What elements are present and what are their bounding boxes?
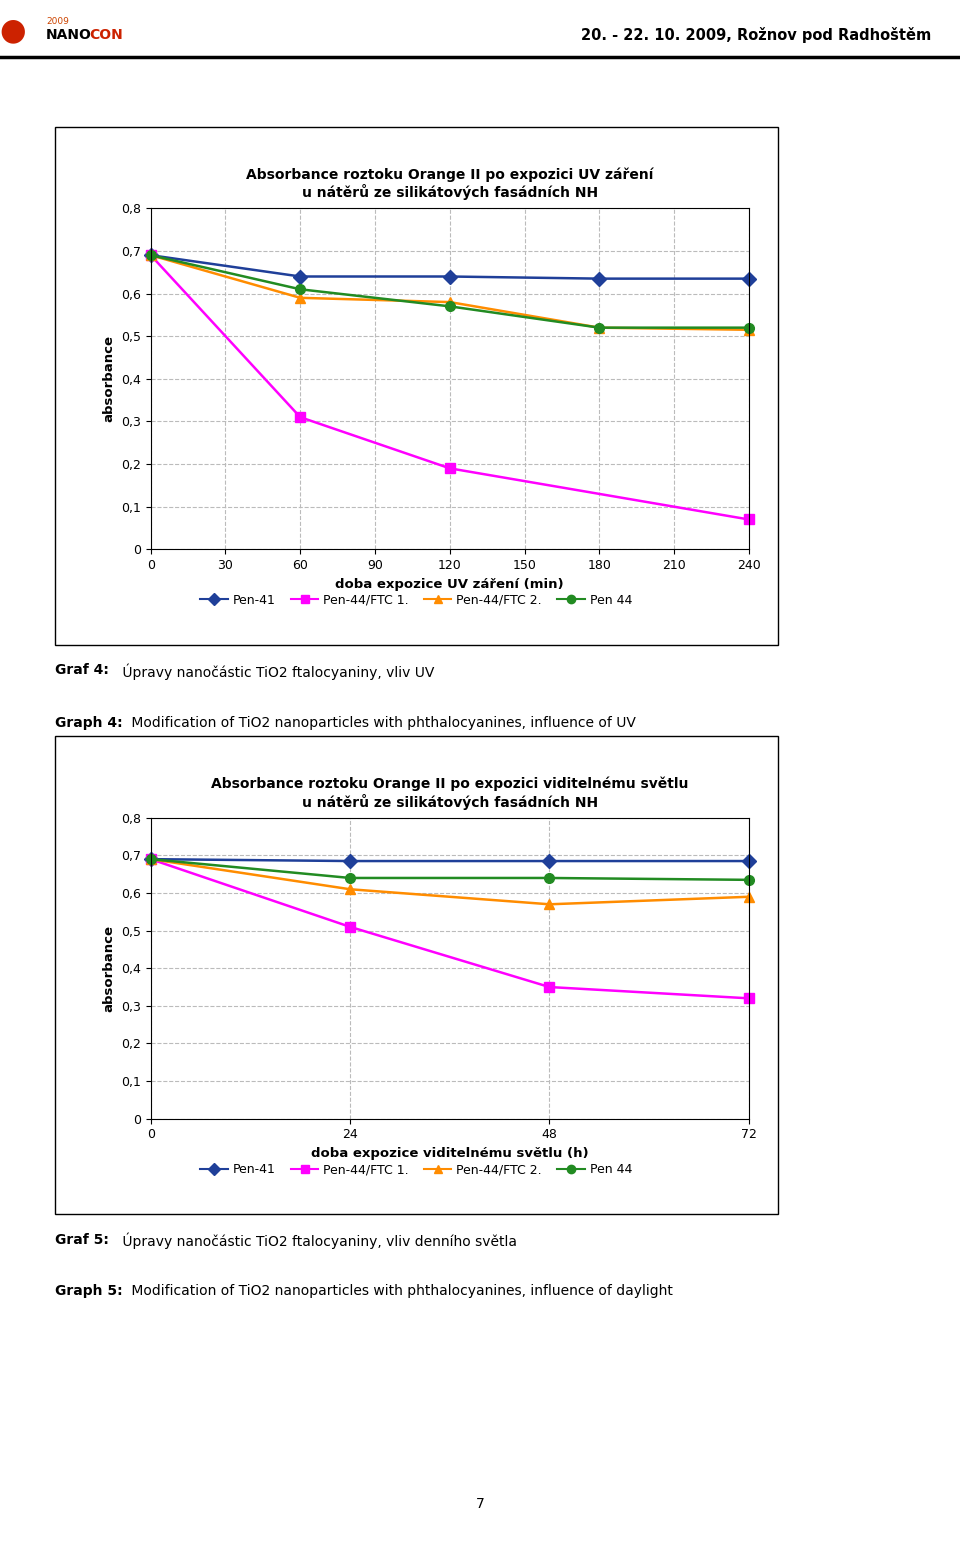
Pen 44 — [345, 869, 356, 887]
Text: Modification of TiO2 nanoparticles with phthalocyanines, influence of daylight: Modification of TiO2 nanoparticles with … — [127, 1284, 673, 1298]
Pen-44/FTC 2. — [145, 850, 156, 869]
Pen-44/FTC 1. — [543, 978, 555, 997]
Text: 2009: 2009 — [46, 17, 69, 26]
Line: Pen-44/FTC 2.: Pen-44/FTC 2. — [146, 250, 754, 335]
X-axis label: doba expozice UV záření (min): doba expozice UV záření (min) — [335, 577, 564, 591]
Pen-44/FTC 1. — [345, 918, 356, 937]
Pen-44/FTC 2. — [295, 289, 306, 307]
Text: Graph 4:: Graph 4: — [55, 716, 122, 730]
Pen-44/FTC 1. — [145, 245, 156, 264]
Legend: Pen-41, Pen-44/FTC 1., Pen-44/FTC 2., Pen 44: Pen-41, Pen-44/FTC 1., Pen-44/FTC 2., Pe… — [196, 1159, 636, 1180]
Pen 44 — [593, 318, 605, 336]
Pen-44/FTC 1. — [743, 511, 755, 529]
Pen 44 — [444, 298, 455, 316]
Text: NANO: NANO — [46, 28, 92, 43]
Pen-44/FTC 2. — [345, 880, 356, 898]
Y-axis label: absorbance: absorbance — [103, 924, 115, 1012]
Pen-41 — [543, 852, 555, 870]
Line: Pen-41: Pen-41 — [146, 855, 754, 866]
Text: 7: 7 — [475, 1497, 485, 1512]
Pen-41 — [444, 267, 455, 285]
Text: Graph 5:: Graph 5: — [55, 1284, 122, 1298]
Text: Úpravy nanočástic TiO2 ftalocyaniny, vliv denního světla: Úpravy nanočástic TiO2 ftalocyaniny, vli… — [118, 1233, 517, 1250]
Pen-41 — [345, 852, 356, 870]
X-axis label: doba expozice viditelnému světlu (h): doba expozice viditelnému světlu (h) — [311, 1146, 588, 1160]
Pen 44 — [145, 850, 156, 869]
Pen-41 — [145, 245, 156, 264]
Text: ●: ● — [0, 17, 26, 45]
Text: Úpravy nanočástic TiO2 ftalocyaniny, vliv UV: Úpravy nanočástic TiO2 ftalocyaniny, vli… — [118, 663, 435, 680]
Title: Absorbance roztoku Orange II po expozici UV záření
u nátěrů ze silikátových fasá: Absorbance roztoku Orange II po expozici… — [246, 167, 654, 201]
Text: 20. - 22. 10. 2009, Rožnov pod Radhoštěm: 20. - 22. 10. 2009, Rožnov pod Radhoštěm — [581, 28, 931, 43]
Text: Modification of TiO2 nanoparticles with phthalocyanines, influence of UV: Modification of TiO2 nanoparticles with … — [127, 716, 636, 730]
Pen-44/FTC 2. — [743, 887, 755, 906]
Pen 44 — [145, 245, 156, 264]
Pen-44/FTC 1. — [145, 850, 156, 869]
Line: Pen 44: Pen 44 — [146, 250, 754, 333]
Pen 44 — [295, 279, 306, 298]
Y-axis label: absorbance: absorbance — [103, 335, 115, 423]
Pen-44/FTC 2. — [593, 318, 605, 336]
Text: CON: CON — [89, 28, 123, 43]
Pen-41 — [593, 270, 605, 289]
Text: Graf 5:: Graf 5: — [55, 1233, 108, 1247]
Pen 44 — [743, 318, 755, 336]
Pen-44/FTC 1. — [743, 989, 755, 1008]
Pen-44/FTC 2. — [743, 321, 755, 339]
Pen-41 — [145, 850, 156, 869]
Pen-44/FTC 2. — [543, 895, 555, 913]
Pen-41 — [743, 852, 755, 870]
Title: Absorbance roztoku Orange II po expozici viditelnému světlu
u nátěrů ze silikáto: Absorbance roztoku Orange II po expozici… — [211, 776, 688, 810]
Pen-44/FTC 2. — [444, 293, 455, 312]
Pen-44/FTC 2. — [145, 245, 156, 264]
Line: Pen-44/FTC 1.: Pen-44/FTC 1. — [146, 250, 754, 525]
Line: Pen-44/FTC 2.: Pen-44/FTC 2. — [146, 855, 754, 909]
Pen 44 — [743, 870, 755, 889]
Text: Graf 4:: Graf 4: — [55, 663, 108, 677]
Pen-41 — [743, 270, 755, 289]
Pen-44/FTC 1. — [444, 460, 455, 478]
Line: Pen-44/FTC 1.: Pen-44/FTC 1. — [146, 855, 754, 1003]
Pen-41 — [295, 267, 306, 285]
Pen 44 — [543, 869, 555, 887]
Line: Pen-41: Pen-41 — [146, 250, 754, 284]
Pen-44/FTC 1. — [295, 407, 306, 426]
Legend: Pen-41, Pen-44/FTC 1., Pen-44/FTC 2., Pen 44: Pen-41, Pen-44/FTC 1., Pen-44/FTC 2., Pe… — [196, 589, 636, 611]
Line: Pen 44: Pen 44 — [146, 855, 754, 884]
